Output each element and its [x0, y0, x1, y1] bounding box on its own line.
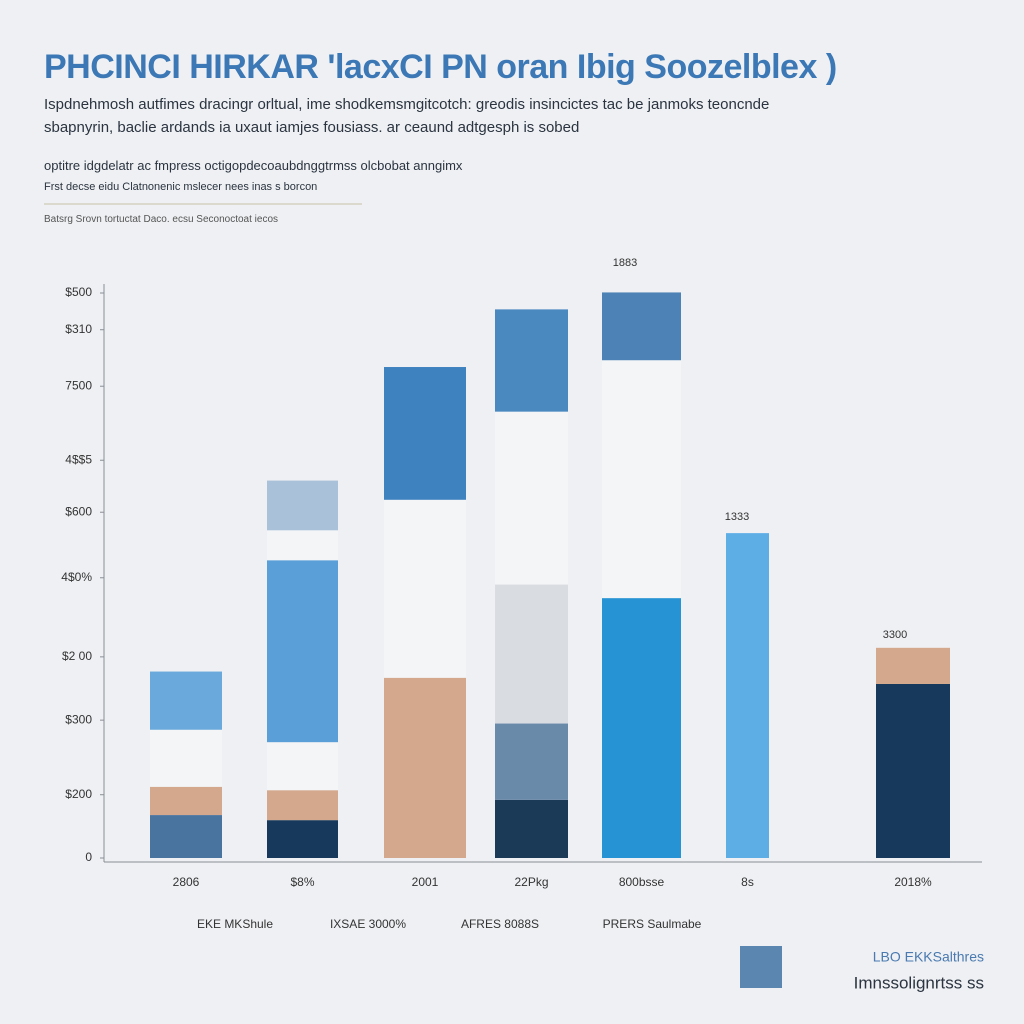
bar-segment — [495, 723, 568, 800]
bar-segment — [876, 647, 950, 684]
x-tick-label: 2806 — [173, 875, 200, 889]
x-tick-label: 22Pkg — [514, 875, 548, 889]
bar-segment — [150, 671, 222, 730]
x-tick-label: 2001 — [412, 875, 439, 889]
group-label: PRERS Saulmabe — [603, 917, 702, 931]
y-tick-label: $310 — [65, 322, 92, 336]
bar-segment — [150, 815, 222, 858]
chart-title: PHCINCI HIRKAR 'lacxCI PN oran Ibig Sooz… — [44, 48, 837, 86]
x-tick-label: 800bsse — [619, 875, 665, 889]
x-tick-label: 8s — [741, 875, 754, 889]
bar-segment — [495, 799, 568, 858]
annotation: 3300 — [883, 629, 907, 641]
bar-segment — [602, 292, 681, 361]
y-tick-label: $2 00 — [62, 649, 92, 663]
bar-segment — [602, 598, 681, 858]
bar-segment — [150, 729, 222, 787]
bar-segment — [267, 820, 338, 858]
group-label: EKE MKShule — [197, 917, 273, 931]
y-tick-label: 7500 — [65, 378, 92, 392]
x-tick-label: 2018% — [894, 875, 932, 889]
y-tick-label: 4$$5 — [65, 452, 92, 466]
note: optitre idgdelatr ac fmpress octigopdeco… — [44, 158, 463, 173]
bar-segment — [267, 742, 338, 791]
y-tick-label: $300 — [65, 712, 92, 726]
y-tick-label: $200 — [65, 787, 92, 801]
bar-segment — [150, 786, 222, 816]
bar-segment — [267, 480, 338, 531]
bar-segment — [876, 683, 950, 858]
annotation: 1333 — [725, 511, 749, 523]
bar-segment — [495, 411, 568, 585]
bar-segment — [267, 560, 338, 743]
bar-segment — [384, 499, 466, 678]
bar-segment — [726, 533, 769, 858]
bar-segment — [267, 790, 338, 821]
y-tick-label: 4$0% — [61, 570, 92, 584]
y-tick-label: 0 — [85, 850, 92, 864]
footer-text: LBO EKKSalthres — [873, 949, 984, 965]
footer-text: Imnssolignrtss ss — [854, 973, 984, 992]
bar-segment — [495, 309, 568, 412]
bar-segment — [602, 360, 681, 599]
source: Batsrg Srovn tortuctat Daco. ecsu Secono… — [44, 214, 279, 225]
bar-segment — [384, 367, 466, 500]
group-label: IXSAE 3000% — [330, 917, 406, 931]
subtitle: sbapnyrin, baclie ardands ia uxaut iamje… — [44, 119, 580, 136]
x-tick-label: $8% — [290, 875, 314, 889]
bar-segment — [267, 530, 338, 561]
y-tick-label: $600 — [65, 504, 92, 518]
note: Frst decse eidu Clatnonenic mslecer nees… — [44, 181, 318, 193]
subtitle: Ispdnehmosh autfimes dracingr orltual, i… — [44, 96, 770, 113]
bar-segment — [384, 677, 466, 858]
y-tick-label: $500 — [65, 285, 92, 299]
group-label: AFRES 8088S — [461, 917, 539, 931]
annotation: 1883 — [613, 257, 637, 269]
bar-segment — [495, 584, 568, 724]
footer-icon — [740, 946, 782, 988]
